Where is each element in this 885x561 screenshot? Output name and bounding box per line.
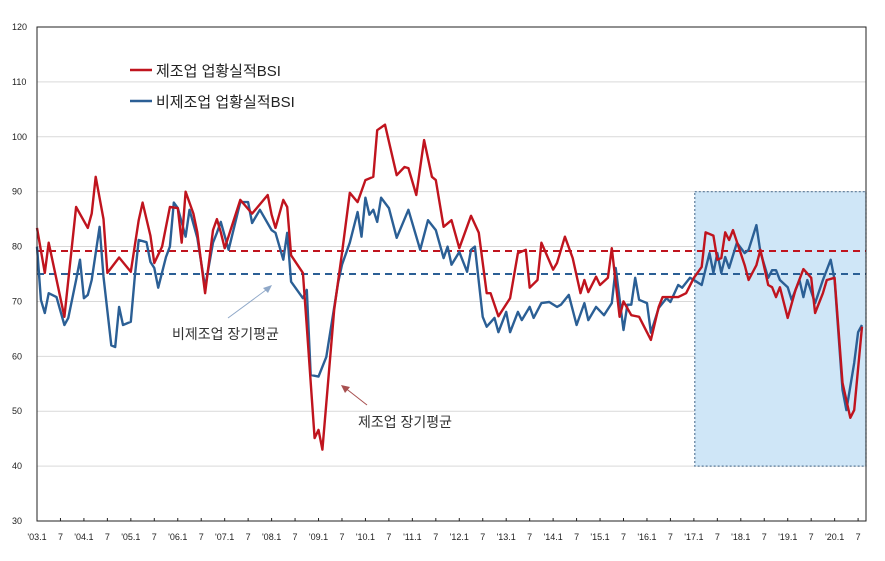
annotation-label: 비제조업 장기평균: [172, 326, 279, 342]
x-tick-label: 7: [339, 532, 344, 542]
x-tick-label: 7: [762, 532, 767, 542]
y-tick-label: 30: [12, 516, 22, 526]
x-tick-label: 7: [668, 532, 673, 542]
x-tick-label: '16.1: [637, 532, 656, 542]
legend: 제조업 업황실적BSI 비제조업 업황실적BSI: [130, 63, 295, 111]
y-tick-label: 110: [12, 77, 26, 87]
x-tick-label: '10.1: [356, 532, 375, 542]
x-tick-label: 7: [105, 532, 110, 542]
x-tick-label: 7: [480, 532, 485, 542]
y-tick-label: 60: [12, 351, 22, 361]
x-tick-label: '19.1: [778, 532, 797, 542]
y-tick-label: 90: [12, 187, 22, 197]
y-tick-label: 50: [12, 406, 22, 416]
annotation-manufacturing-average: 제조업 장기평균: [341, 385, 452, 430]
x-tick-label: '12.1: [450, 532, 469, 542]
y-tick-label: 120: [12, 22, 27, 32]
x-tick-label: 7: [246, 532, 251, 542]
x-tick-label: 7: [715, 532, 720, 542]
gridlines: [37, 81, 866, 467]
x-tick-label: 7: [856, 532, 861, 542]
annotation-non-manufacturing-average: 비제조업 장기평균: [172, 285, 279, 342]
x-tick-label: '14.1: [543, 532, 562, 542]
manufacturing-bsi-line: [35, 123, 864, 451]
annotation-label: 제조업 장기평균: [358, 414, 452, 430]
arrow-line: [343, 386, 368, 406]
highlight-region: [694, 191, 867, 467]
x-tick-label: '18.1: [731, 532, 750, 542]
x-tick-label: '08.1: [262, 532, 281, 542]
x-tick-label: '15.1: [590, 532, 609, 542]
x-tick-label: 7: [58, 532, 63, 542]
reference-lines: [37, 249, 866, 275]
x-tick-label: '09.1: [309, 532, 328, 542]
x-tick-label: 7: [574, 532, 579, 542]
y-tick-label: 100: [12, 132, 27, 142]
x-tick-label: '17.1: [684, 532, 703, 542]
x-tick-label: 7: [152, 532, 157, 542]
x-tick-label: 7: [433, 532, 438, 542]
y-axis: 30 40 50 60 70 80 90 100 110 120: [12, 22, 27, 526]
legend-label-manufacturing: 제조업 업황실적BSI: [156, 63, 281, 80]
x-tick-label: '05.1: [121, 532, 140, 542]
x-tick-label: '07.1: [215, 532, 234, 542]
x-tick-label: '13.1: [497, 532, 516, 542]
series-lines: [35, 123, 864, 451]
arrow-head: [341, 385, 350, 393]
x-tick-label: 7: [386, 532, 391, 542]
plot-frame: [36, 26, 867, 522]
non-manufacturing-bsi-line: [35, 196, 864, 412]
x-tick-label: '11.1: [403, 532, 422, 542]
x-tick-label: 7: [527, 532, 532, 542]
x-tick-label: '03.1: [27, 532, 46, 542]
y-tick-label: 80: [12, 242, 22, 252]
x-tick-label: 7: [199, 532, 204, 542]
x-axis: '03.1 7 '04.1 7 '05.1 7 '06.1 7 '07.1 7 '08.1 7 '09.…: [27, 518, 861, 542]
x-tick-label: 7: [621, 532, 626, 542]
x-tick-label: '04.1: [74, 532, 93, 542]
arrow-line: [227, 286, 271, 319]
arrow-head: [263, 285, 272, 293]
x-tick-label: '20.1: [825, 532, 844, 542]
y-tick-label: 40: [12, 461, 22, 471]
y-tick-label: 70: [12, 296, 22, 306]
x-tick-label: 7: [809, 532, 814, 542]
x-tick-label: 7: [293, 532, 298, 542]
legend-label-non-manufacturing: 비제조업 업황실적BSI: [156, 94, 295, 111]
x-tick-label: '06.1: [168, 532, 187, 542]
